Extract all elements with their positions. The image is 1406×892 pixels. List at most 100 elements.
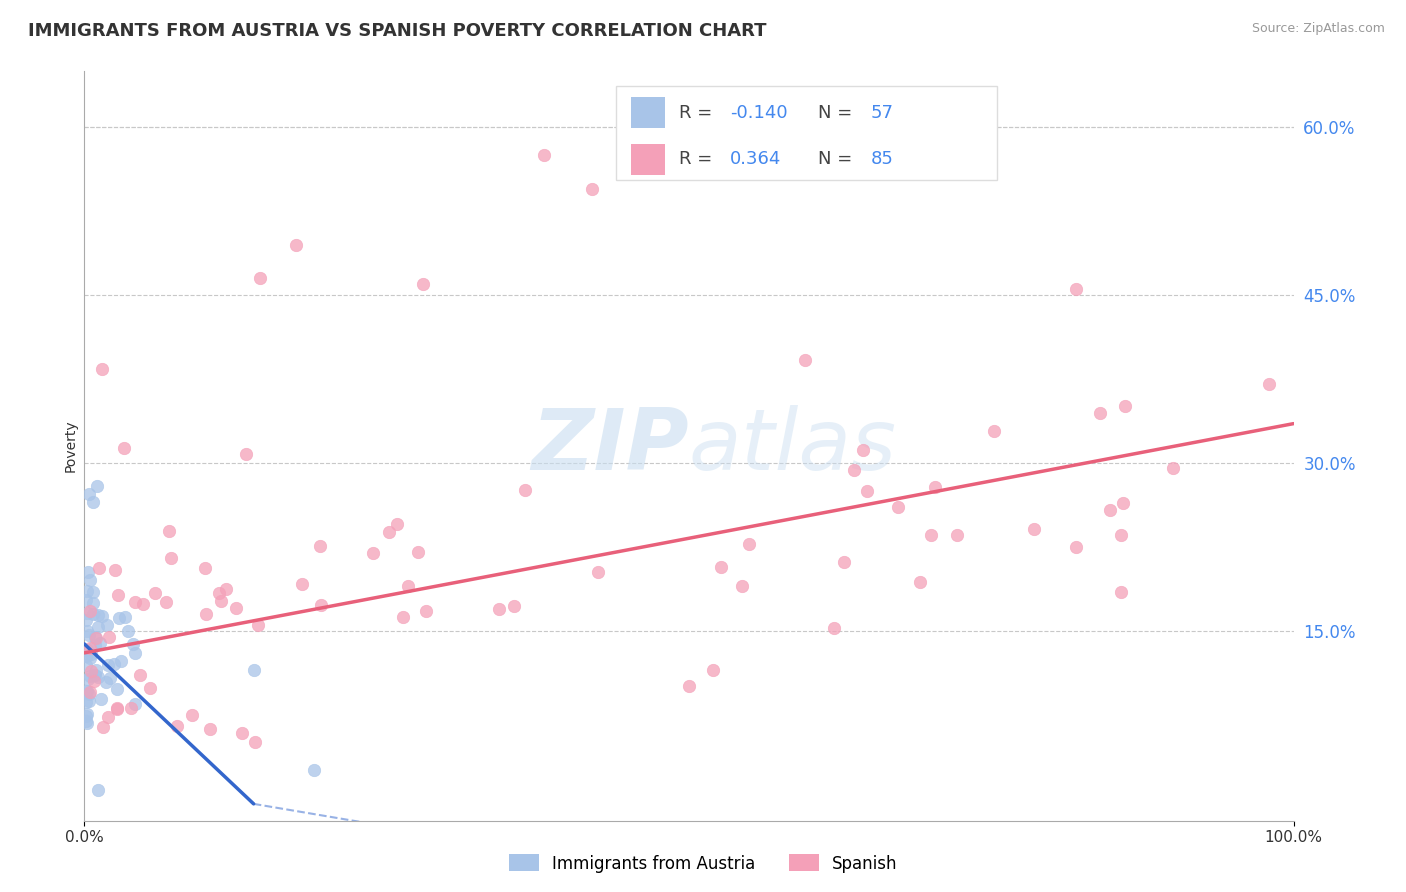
Point <box>166 719 188 733</box>
Point <box>103 657 125 672</box>
Point <box>823 621 845 635</box>
Point <box>1111 496 1133 510</box>
Point <box>79 694 101 708</box>
Point <box>76 642 98 657</box>
Point <box>1109 585 1132 599</box>
Point <box>581 182 603 196</box>
Text: -0.140: -0.140 <box>730 103 787 121</box>
Point <box>76 584 98 599</box>
Point <box>412 277 434 291</box>
Point <box>181 708 204 723</box>
Text: atlas: atlas <box>689 404 897 488</box>
Point <box>84 667 107 681</box>
Point <box>385 517 408 532</box>
Point <box>155 595 177 609</box>
Text: 0.364: 0.364 <box>730 151 782 169</box>
Point <box>678 680 700 694</box>
Point <box>76 683 98 698</box>
Point <box>361 546 384 560</box>
Point <box>124 595 146 609</box>
Point <box>98 671 121 685</box>
Point <box>415 604 437 618</box>
Point <box>710 560 733 574</box>
Point <box>108 611 131 625</box>
Point <box>225 601 247 615</box>
Point <box>406 545 429 559</box>
Text: R =: R = <box>679 151 724 169</box>
Point <box>309 598 332 612</box>
FancyBboxPatch shape <box>631 144 665 175</box>
Point <box>1114 399 1136 413</box>
Point <box>83 667 105 681</box>
Point <box>76 715 98 730</box>
Point <box>1109 527 1132 541</box>
Point <box>76 624 98 638</box>
Text: 85: 85 <box>870 151 893 169</box>
Text: N =: N = <box>818 103 858 121</box>
Point <box>392 609 415 624</box>
Point <box>194 607 217 622</box>
Point <box>291 576 314 591</box>
Point <box>79 640 101 655</box>
Point <box>793 353 815 368</box>
Point <box>75 709 97 723</box>
Point <box>79 685 101 699</box>
Point <box>856 483 879 498</box>
Point <box>198 723 221 737</box>
Point <box>79 604 101 618</box>
Point <box>702 663 724 677</box>
Point <box>488 602 510 616</box>
Point <box>91 362 114 376</box>
Point <box>242 663 264 677</box>
Point <box>82 495 104 509</box>
Point <box>98 630 121 644</box>
Point <box>378 525 401 540</box>
Point <box>120 701 142 715</box>
Point <box>87 560 110 574</box>
Point <box>132 598 155 612</box>
Text: IMMIGRANTS FROM AUSTRIA VS SPANISH POVERTY CORRELATION CHART: IMMIGRANTS FROM AUSTRIA VS SPANISH POVER… <box>28 22 766 40</box>
Point <box>533 148 555 162</box>
Legend: Immigrants from Austria, Spanish: Immigrants from Austria, Spanish <box>502 847 904 880</box>
Point <box>245 735 267 749</box>
Point <box>1258 377 1281 392</box>
Point <box>738 537 761 551</box>
Point <box>87 607 110 622</box>
Point <box>731 579 754 593</box>
Point <box>83 673 105 688</box>
Point <box>96 709 118 723</box>
Point <box>83 630 105 644</box>
Point <box>246 618 269 632</box>
Point <box>302 764 325 778</box>
Point <box>75 593 97 607</box>
Point <box>1064 540 1087 554</box>
Point <box>76 672 98 686</box>
Point <box>1099 503 1122 517</box>
Text: 57: 57 <box>870 103 893 121</box>
Point <box>513 483 536 498</box>
Point <box>124 646 146 660</box>
Point <box>235 447 257 461</box>
Point <box>82 607 104 622</box>
Point <box>308 539 330 553</box>
Point <box>110 654 132 668</box>
Point <box>94 675 117 690</box>
Point <box>89 636 111 650</box>
Point <box>143 586 166 600</box>
Point <box>249 271 271 285</box>
Point <box>105 681 128 696</box>
Point <box>79 669 101 683</box>
Point <box>86 479 108 493</box>
Point <box>396 578 419 592</box>
Point <box>82 596 104 610</box>
Point <box>80 647 103 661</box>
Point <box>90 692 112 706</box>
Point <box>87 669 110 683</box>
Text: N =: N = <box>818 151 858 169</box>
Y-axis label: Poverty: Poverty <box>63 420 77 472</box>
Point <box>832 555 855 569</box>
Point <box>75 613 97 627</box>
Point <box>194 560 217 574</box>
Point <box>75 658 97 673</box>
Point <box>77 628 100 642</box>
